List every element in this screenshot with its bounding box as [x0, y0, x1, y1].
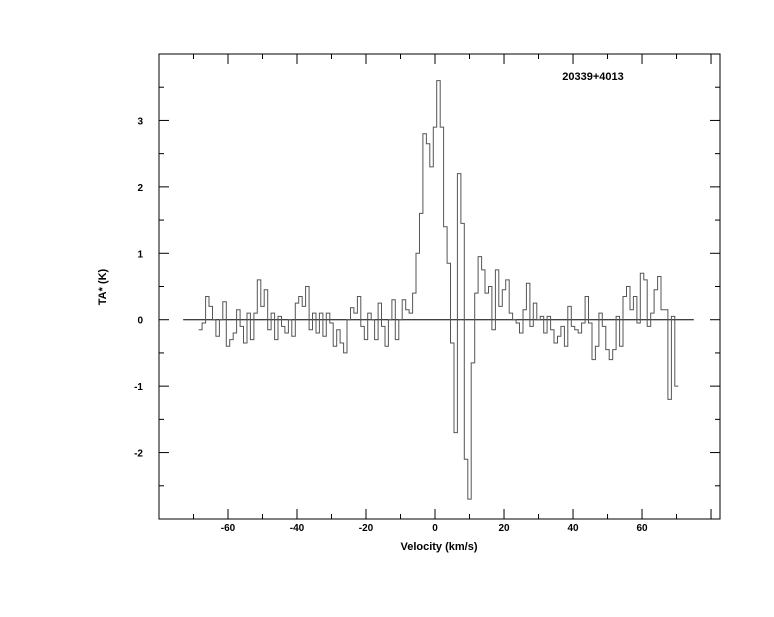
- tick-labels: -60 -40 -20 0 20 40 60 -2 -1 0 1 2 3: [134, 116, 648, 534]
- x-tick-label: 40: [567, 523, 579, 534]
- y-tick-label: -1: [134, 382, 143, 393]
- x-tick-label: -60: [221, 523, 236, 534]
- plot-frame: [158, 53, 721, 520]
- chart-title: 20339+4013: [562, 71, 623, 83]
- axis-ticks: [158, 53, 720, 520]
- y-tick-label: 0: [137, 316, 143, 327]
- y-tick-label: -2: [134, 449, 143, 460]
- y-tick-label: 1: [137, 249, 143, 260]
- x-tick-label: -20: [359, 523, 374, 534]
- y-tick-label: 3: [137, 116, 143, 127]
- x-tick-label: 0: [432, 523, 438, 534]
- y-axis-label: TA* (K): [97, 268, 109, 305]
- spectrum-series-line: [198, 80, 679, 500]
- y-tick-label: 2: [137, 183, 143, 194]
- x-tick-label: -40: [290, 523, 305, 534]
- x-tick-label: 20: [498, 523, 510, 534]
- x-tick-label: 60: [636, 523, 648, 534]
- x-axis-label: Velocity (km/s): [400, 541, 477, 553]
